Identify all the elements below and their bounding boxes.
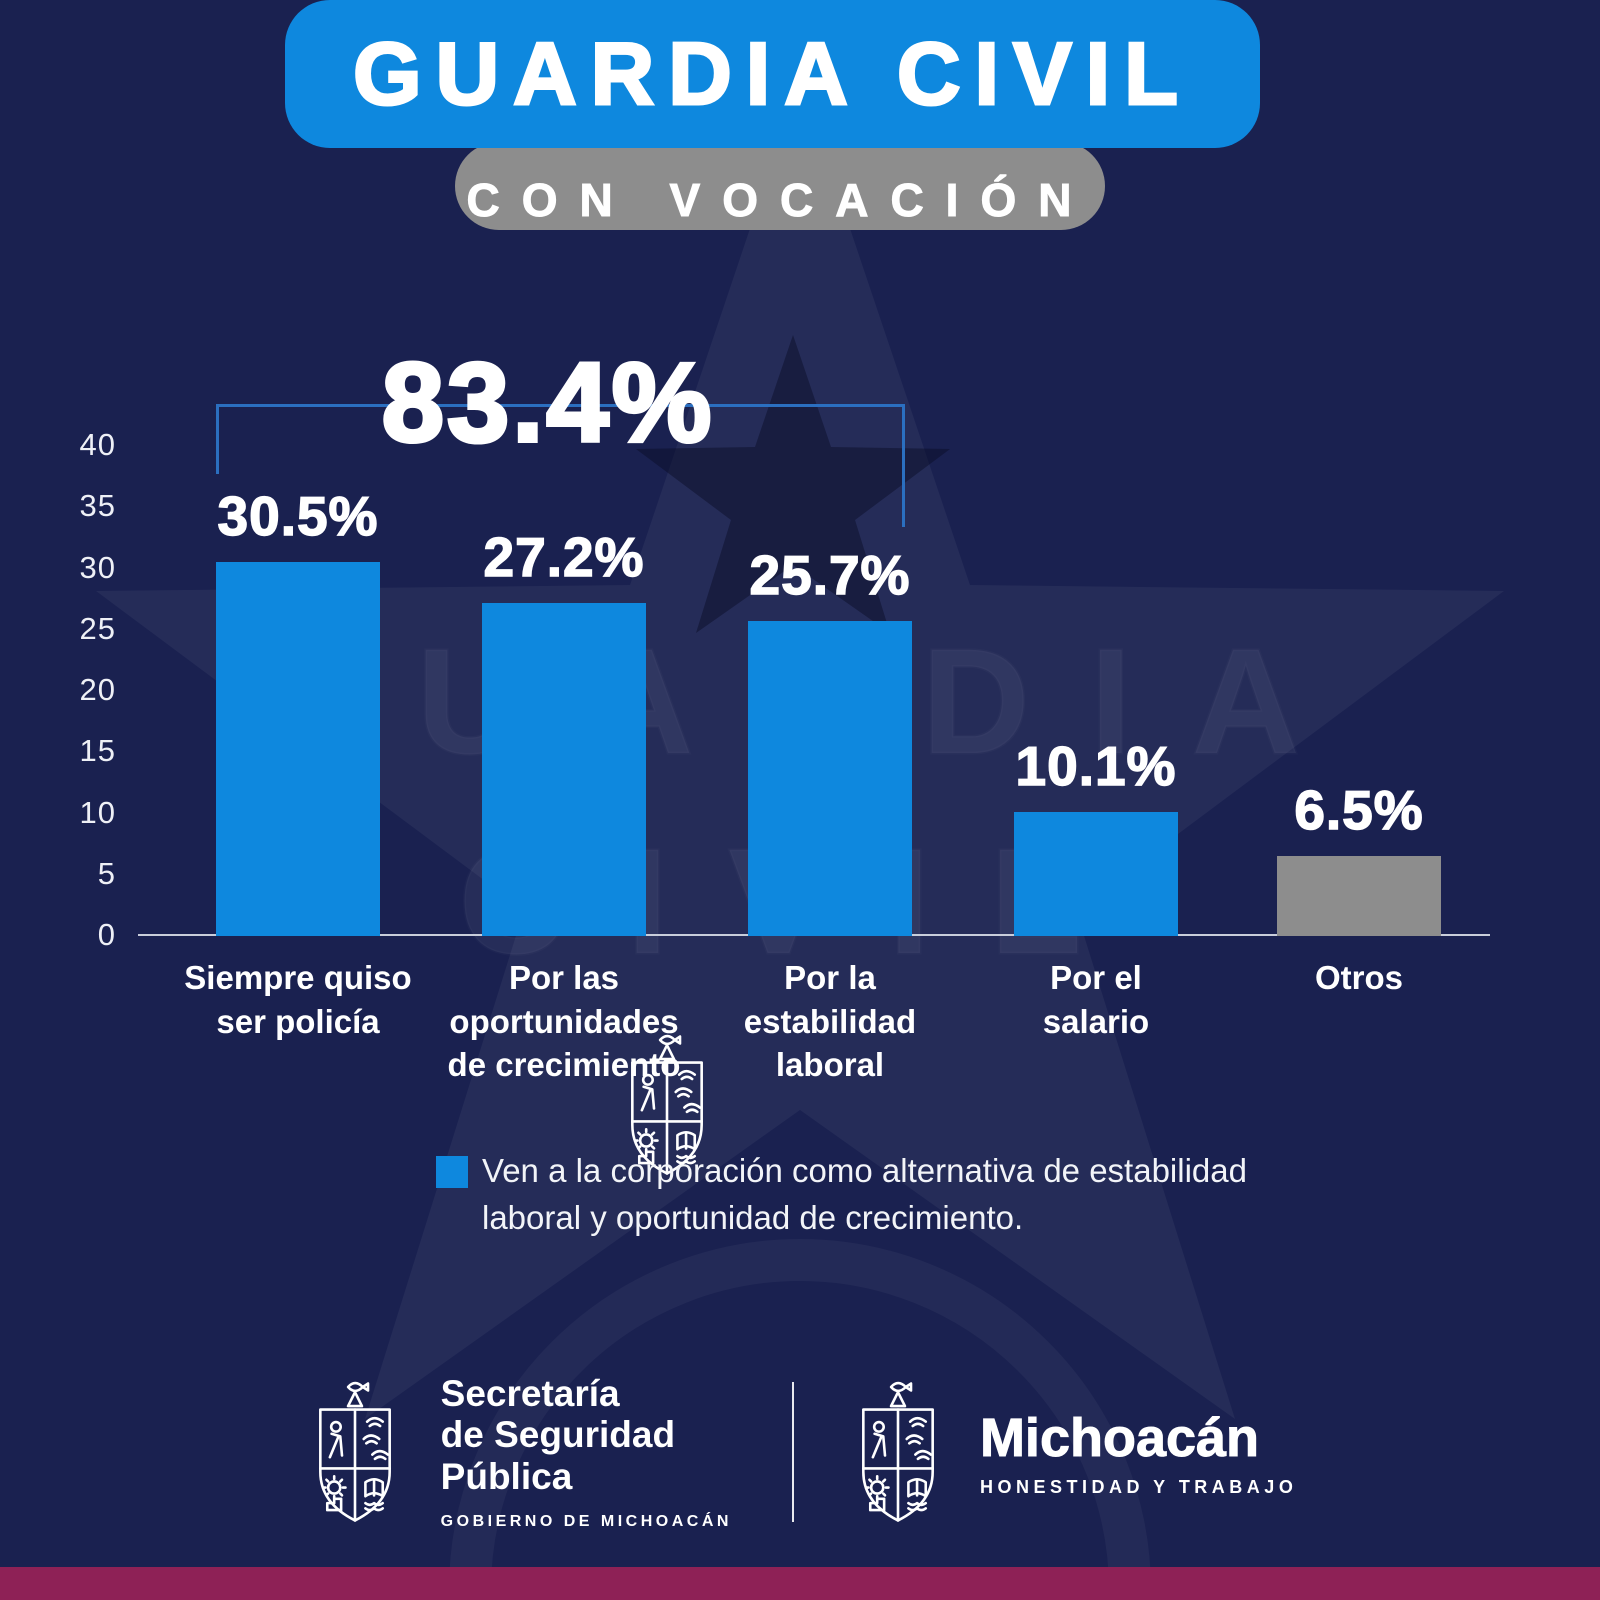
- ssp-shield-logo: [318, 1381, 391, 1522]
- gobierno-caption: GOBIERNO DE MICHOACÁN: [440, 1513, 732, 1531]
- footer-divider: [791, 1382, 794, 1522]
- state-motto: HONESTIDAD Y TRABAJO: [979, 1476, 1298, 1497]
- category-label: Por el salario: [1042, 959, 1150, 1040]
- y-axis-tick-label: 0: [97, 917, 116, 952]
- bar-4: [1014, 812, 1178, 936]
- page-title: GUARDIA CIVIL: [352, 23, 1192, 125]
- category-label: Por las oportunidades de crecimiento: [447, 959, 681, 1084]
- category-label: Siempre quiso ser policía: [184, 959, 412, 1040]
- bar-5: [1277, 856, 1441, 936]
- bar-1: [216, 562, 380, 936]
- ssp-text-block: Secretaría de Seguridad Pública GOBIERNO…: [440, 1372, 732, 1531]
- y-axis-tick-label: 10: [79, 794, 116, 830]
- annotation-bracket-left: [216, 404, 219, 474]
- category-label: Por la estabilidad laboral: [743, 959, 917, 1084]
- y-axis-tick-label: 35: [79, 488, 116, 524]
- bar-value-label: 27.2%: [483, 525, 645, 589]
- y-axis-tick-label: 25: [79, 610, 116, 646]
- bottom-accent-stripe: [0, 1567, 1600, 1600]
- title-banner: GUARDIA CIVIL: [285, 0, 1260, 148]
- subtitle-banner: CON VOCACIÓN: [455, 142, 1105, 230]
- annotation-bracket-top: [216, 404, 905, 407]
- subtitle: CON VOCACIÓN: [466, 174, 1094, 227]
- bar-value-label: 30.5%: [217, 484, 379, 548]
- category-label: Otros: [1314, 959, 1403, 996]
- bar-value-label: 10.1%: [1015, 734, 1177, 798]
- y-axis-tick-label: 40: [79, 427, 116, 462]
- y-axis-tick-label: 20: [79, 672, 116, 707]
- michoacan-text-block: Michoacán HONESTIDAD Y TRABAJO: [979, 1407, 1298, 1498]
- group-annotation-value: 83.4%: [380, 338, 715, 467]
- bar-3: [748, 621, 912, 936]
- legend-text: Ven a la corporación como alternativa de…: [482, 1152, 1247, 1236]
- bar-value-label: 6.5%: [1294, 778, 1424, 842]
- bar-2: [482, 603, 646, 936]
- bar-value-label: 25.7%: [749, 543, 911, 607]
- y-axis-tick-label: 5: [97, 855, 116, 891]
- legend-swatch-icon: [436, 1156, 468, 1188]
- footer: Secretaría de Seguridad Pública GOBIERNO…: [0, 1362, 1600, 1542]
- michoacan-shield-logo: [861, 1381, 934, 1522]
- annotation-bracket-right: [902, 404, 905, 527]
- y-axis-tick-label: 30: [79, 549, 116, 585]
- y-axis-tick-label: 15: [79, 733, 116, 769]
- chart-legend: Ven a la corporación como alternativa de…: [436, 1148, 1247, 1242]
- state-name: Michoacán: [979, 1407, 1260, 1468]
